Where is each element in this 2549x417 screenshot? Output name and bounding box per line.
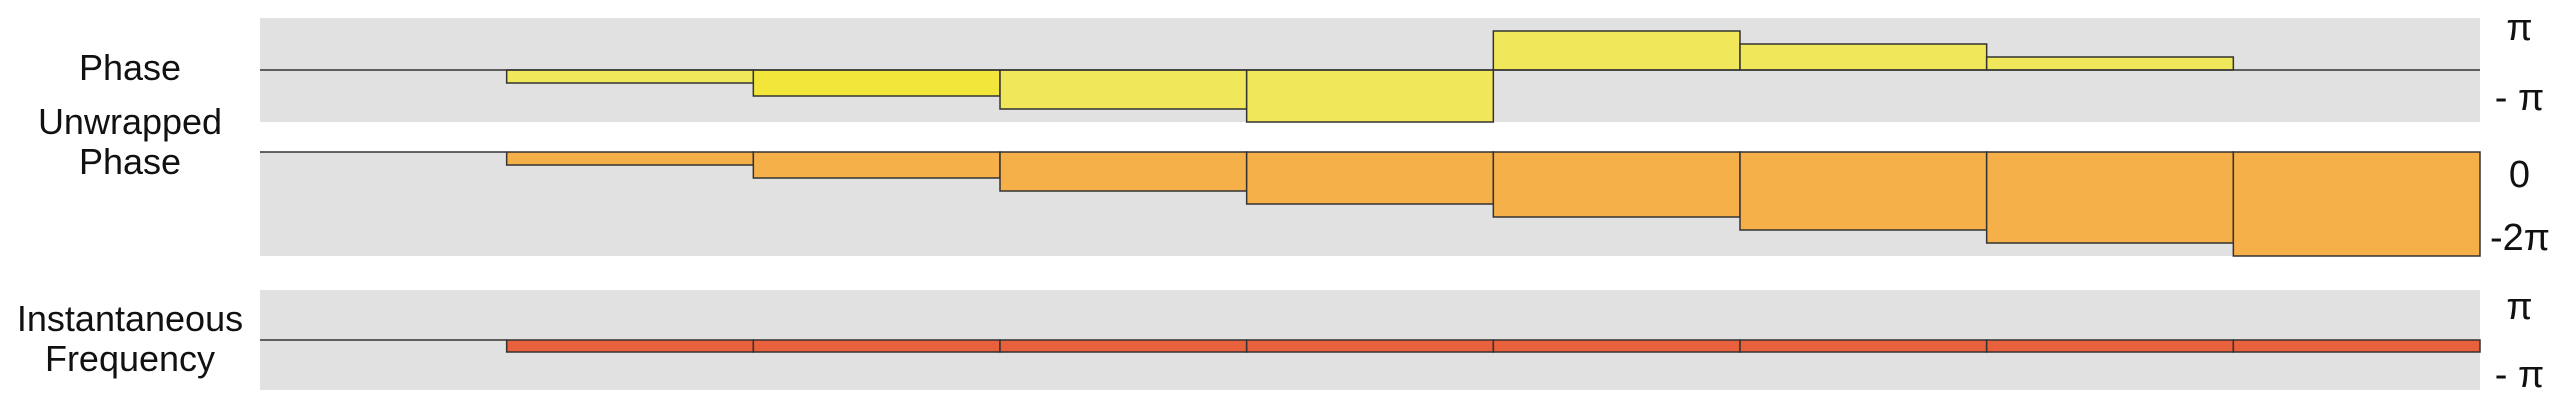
instantaneous-frequency-row-label: Instantaneous Frequency — [0, 299, 260, 379]
phase-bar-6 — [1739, 43, 1988, 71]
unwrapped-phase-row-label: Unwrapped Phase — [0, 102, 260, 182]
frequency-bar-4 — [1245, 339, 1495, 353]
unwrapped-phase-bar-7 — [1985, 151, 2235, 244]
unwrapped-phase-bar-1 — [505, 151, 755, 166]
phase-bar-7 — [1985, 56, 2235, 71]
frequency-bar-6 — [1739, 339, 1988, 353]
unwrapped-phase-bar-8 — [2232, 151, 2481, 257]
phase-bar-4 — [1245, 69, 1495, 123]
frequency-bar-2 — [752, 339, 1001, 353]
unwrapped-phase-bar-5 — [1492, 151, 1741, 218]
unwrapped-phase-bar-4 — [1245, 151, 1495, 205]
frequency-label-line-1: Instantaneous — [16, 298, 244, 339]
phase-bar-2 — [752, 69, 1001, 97]
frequency-bar-3 — [999, 339, 1248, 353]
frequency-bar-7 — [1985, 339, 2235, 353]
phase-axis-bottom-label: - π — [2494, 77, 2545, 119]
unwrapped-phase-bar-3 — [999, 151, 1248, 192]
unwrapped-axis-top-label: 0 — [2508, 154, 2531, 196]
frequency-bar-5 — [1492, 339, 1741, 353]
phase-row-label: Phase — [0, 48, 260, 88]
unwrapped-phase-bar-2 — [752, 151, 1001, 179]
frequency-axis-top-label: π — [2506, 286, 2533, 328]
unwrapped-label-line-1: Unwrapped — [37, 101, 223, 142]
phase-bar-3 — [999, 69, 1248, 110]
phase-bar-1 — [505, 69, 755, 84]
phase-label-line-1: Phase — [78, 47, 182, 88]
frequency-bar-1 — [505, 339, 755, 353]
phase-axis-top-label: π — [2506, 7, 2533, 49]
frequency-label-line-2: Frequency — [44, 338, 216, 379]
unwrapped-axis-bottom-label: -2π — [2490, 217, 2549, 259]
phase-bar-5 — [1492, 30, 1741, 71]
unwrapped-phase-bar-6 — [1739, 151, 1988, 231]
frequency-axis-bottom-label: - π — [2494, 354, 2545, 396]
unwrapped-label-line-2: Phase — [78, 141, 182, 182]
frequency-bar-8 — [2232, 339, 2481, 353]
